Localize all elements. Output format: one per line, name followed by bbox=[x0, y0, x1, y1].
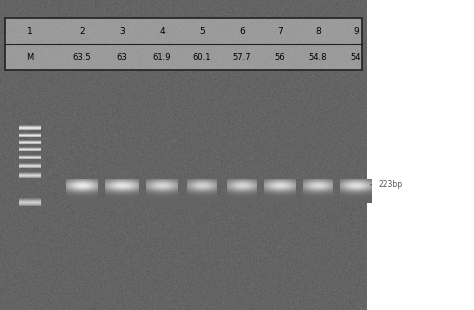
Text: 7: 7 bbox=[277, 26, 283, 36]
Text: 5: 5 bbox=[199, 26, 205, 36]
Text: 61.9: 61.9 bbox=[153, 52, 171, 61]
Bar bbox=[5, 18, 362, 70]
Text: 223bp: 223bp bbox=[378, 180, 402, 189]
Text: 9: 9 bbox=[353, 26, 359, 36]
Text: 57.7: 57.7 bbox=[233, 52, 251, 61]
Text: 60.1: 60.1 bbox=[193, 52, 211, 61]
Text: 6: 6 bbox=[239, 26, 245, 36]
Text: 8: 8 bbox=[315, 26, 321, 36]
Text: 54.8: 54.8 bbox=[309, 52, 327, 61]
Text: 54: 54 bbox=[351, 52, 361, 61]
Text: 1: 1 bbox=[27, 26, 33, 36]
Text: 4: 4 bbox=[159, 26, 165, 36]
Text: 63.5: 63.5 bbox=[73, 52, 91, 61]
Text: 56: 56 bbox=[275, 52, 285, 61]
Text: 3: 3 bbox=[119, 26, 125, 36]
Text: 2: 2 bbox=[79, 26, 85, 36]
Text: M: M bbox=[27, 52, 34, 61]
Text: 63: 63 bbox=[117, 52, 128, 61]
